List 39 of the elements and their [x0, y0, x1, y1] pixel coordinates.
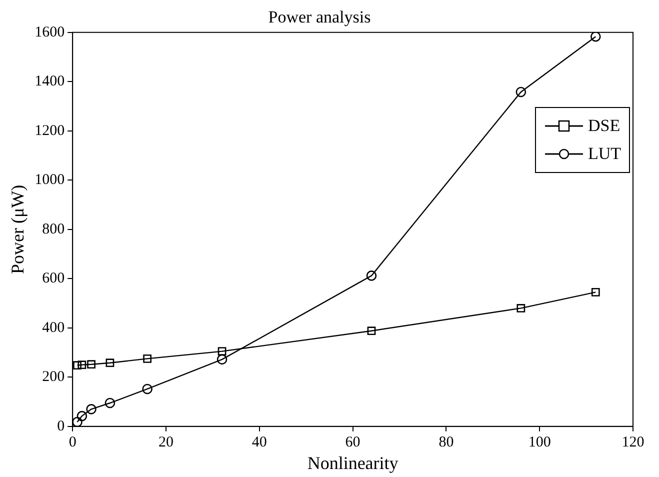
point — [86, 404, 96, 414]
y-tick-label: 400 — [42, 320, 65, 336]
y-tick-label: 800 — [42, 221, 65, 238]
x-tick-label: 80 — [438, 434, 454, 450]
point — [218, 347, 226, 356]
y-tick-label: 200 — [42, 369, 65, 386]
legend-label: LUT — [588, 143, 622, 166]
point — [72, 416, 82, 426]
point — [367, 326, 376, 336]
point — [516, 304, 526, 312]
point — [106, 358, 114, 368]
point — [366, 270, 377, 281]
y-axis-title: Power (μW) — [8, 184, 28, 274]
y-tick-label: 0 — [57, 418, 65, 434]
point — [142, 384, 152, 394]
point — [516, 86, 526, 98]
point — [216, 354, 228, 365]
y-tick-label: 1200 — [34, 122, 65, 139]
y-tick-label: 1000 — [34, 172, 65, 188]
point — [591, 288, 600, 296]
point — [78, 360, 86, 370]
legend-label: DSE — [588, 115, 620, 138]
x-axis-title: Nonlinearity — [307, 452, 398, 473]
point — [73, 361, 82, 370]
point — [76, 410, 88, 422]
chart-title: Power analysis — [268, 8, 371, 27]
point — [590, 32, 601, 42]
x-tick-label: 100 — [528, 434, 551, 450]
x-tick-label: 120 — [622, 434, 644, 450]
y-tick-label: 600 — [42, 270, 65, 287]
x-tick-label: 20 — [158, 434, 174, 450]
point — [87, 360, 96, 369]
point — [143, 354, 152, 363]
x-tick-label: 0 — [68, 434, 76, 450]
x-tick-label: 40 — [252, 434, 267, 450]
x-tick-label: 60 — [345, 434, 360, 450]
y-tick-label: 1400 — [34, 74, 65, 90]
y-tick-label: 1600 — [34, 24, 65, 40]
point — [104, 398, 116, 408]
